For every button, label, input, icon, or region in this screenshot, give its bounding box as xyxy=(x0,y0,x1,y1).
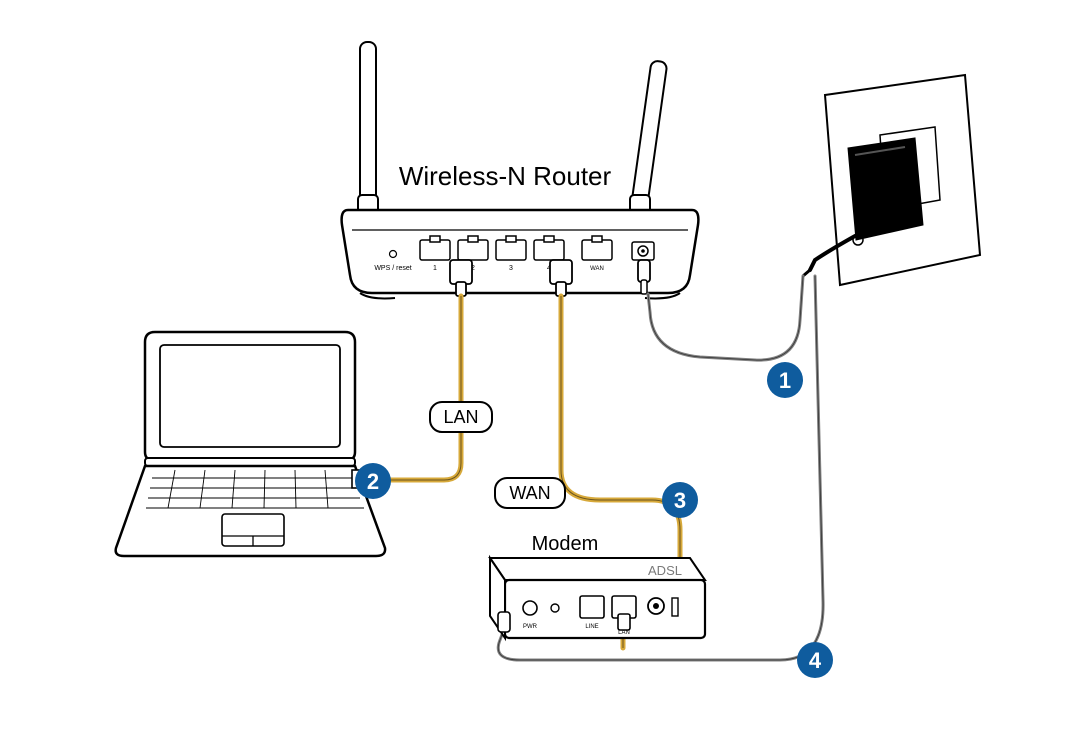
lan-pill: LAN xyxy=(430,402,492,432)
router-antenna-left xyxy=(358,42,378,213)
router-antenna-right xyxy=(630,60,667,213)
svg-text:4: 4 xyxy=(809,648,822,673)
router-title: Wireless-N Router xyxy=(399,161,612,191)
adsl-label: ADSL xyxy=(648,563,682,578)
wps-label: WPS / reset xyxy=(374,265,411,272)
svg-text:WAN: WAN xyxy=(590,266,604,272)
svg-text:3: 3 xyxy=(509,265,513,272)
wan-pill: WAN xyxy=(495,478,565,508)
badge-3: 3 xyxy=(662,482,698,518)
svg-text:PWR: PWR xyxy=(523,624,538,630)
svg-text:WAN: WAN xyxy=(509,483,550,503)
badge-2: 2 xyxy=(355,463,391,499)
svg-text:1: 1 xyxy=(433,265,437,272)
router-dc-jack xyxy=(632,242,654,260)
svg-text:2: 2 xyxy=(367,469,379,494)
svg-text:3: 3 xyxy=(674,488,686,513)
modem-title: Modem xyxy=(532,533,599,555)
badge-1: 1 xyxy=(767,362,803,398)
modem-power-plug xyxy=(498,612,510,632)
svg-text:LAN: LAN xyxy=(618,630,630,636)
cable-lan xyxy=(362,296,461,480)
modem: ADSL PWR LINE LAN xyxy=(490,558,705,638)
badge-4: 4 xyxy=(797,642,833,678)
svg-text:LINE: LINE xyxy=(585,624,598,630)
svg-text:1: 1 xyxy=(779,368,791,393)
svg-text:LAN: LAN xyxy=(443,407,478,427)
laptop xyxy=(116,332,385,556)
router-ports xyxy=(420,236,612,260)
